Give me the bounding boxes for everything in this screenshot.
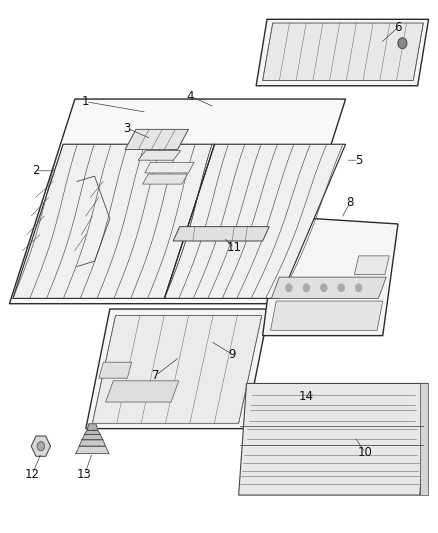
Circle shape: [398, 38, 407, 49]
Polygon shape: [256, 19, 428, 86]
Text: 5: 5: [355, 154, 362, 167]
Polygon shape: [79, 440, 106, 446]
Polygon shape: [99, 362, 132, 378]
Polygon shape: [263, 23, 424, 80]
Text: 1: 1: [82, 95, 90, 108]
Polygon shape: [263, 219, 398, 336]
Circle shape: [37, 442, 45, 450]
Text: 7: 7: [152, 369, 159, 382]
Text: 2: 2: [32, 164, 39, 177]
Circle shape: [321, 284, 327, 292]
Circle shape: [286, 284, 292, 292]
Polygon shape: [145, 163, 194, 173]
Polygon shape: [164, 144, 346, 298]
Polygon shape: [138, 151, 180, 160]
Circle shape: [303, 284, 309, 292]
Polygon shape: [76, 446, 109, 454]
Polygon shape: [354, 256, 389, 274]
Text: 6: 6: [394, 21, 402, 34]
Circle shape: [338, 284, 344, 292]
Text: 14: 14: [299, 390, 314, 403]
Polygon shape: [106, 381, 179, 402]
Text: 11: 11: [227, 241, 242, 254]
Polygon shape: [87, 424, 98, 430]
Text: 13: 13: [77, 469, 92, 481]
Text: 9: 9: [228, 348, 236, 361]
Polygon shape: [420, 383, 427, 495]
Polygon shape: [86, 309, 269, 429]
Polygon shape: [10, 99, 346, 304]
Polygon shape: [82, 434, 103, 440]
Text: 12: 12: [25, 469, 39, 481]
Text: 3: 3: [124, 122, 131, 135]
Polygon shape: [31, 436, 50, 456]
Text: 4: 4: [187, 90, 194, 103]
Polygon shape: [272, 277, 386, 298]
Text: 8: 8: [346, 196, 353, 209]
Polygon shape: [13, 144, 215, 298]
Polygon shape: [85, 430, 100, 434]
Polygon shape: [125, 130, 188, 150]
Polygon shape: [239, 383, 427, 495]
Polygon shape: [92, 316, 262, 423]
Text: 10: 10: [358, 446, 373, 459]
Polygon shape: [143, 174, 187, 184]
Circle shape: [356, 284, 362, 292]
Polygon shape: [271, 301, 383, 330]
Polygon shape: [173, 227, 269, 241]
